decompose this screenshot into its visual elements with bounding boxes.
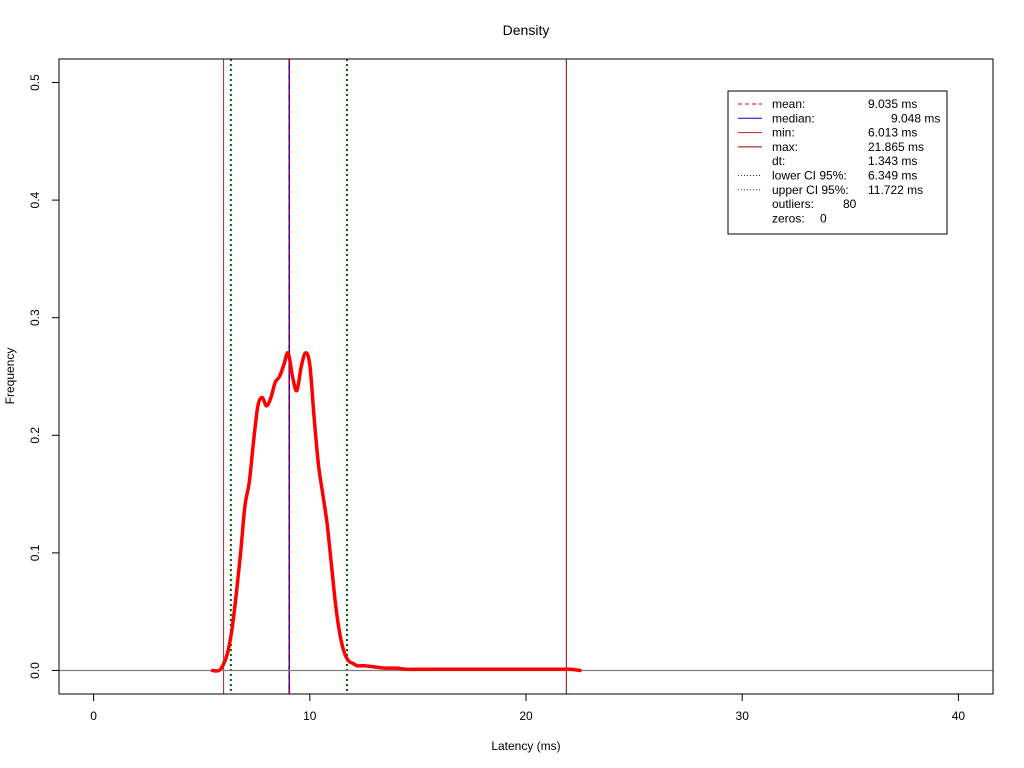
legend-item-max: max: 21.865 ms: [738, 140, 924, 154]
legend-label: lower CI 95%:: [772, 169, 847, 183]
y-tick-label: 0.2: [28, 427, 42, 444]
y-axis: 0.0 0.1 0.2 0.3 0.4 0.5: [28, 74, 60, 679]
y-tick-label: 0.5: [28, 74, 42, 91]
x-tick-label: 40: [952, 709, 966, 723]
y-tick-label: 0.1: [28, 544, 42, 561]
legend-label: min:: [772, 126, 795, 140]
legend-item-mean: mean: 9.035 ms: [738, 97, 917, 111]
legend: mean: 9.035 ms median: 9.048 ms min: 6.013 ms…: [727, 90, 948, 235]
x-tick-label: 0: [90, 709, 97, 723]
legend-item-dt: dt: 1.343 ms: [772, 154, 917, 168]
x-tick-label: 30: [736, 709, 750, 723]
legend-label: median:: [772, 111, 815, 125]
legend-label: mean:: [772, 97, 805, 111]
legend-value: 9.048 ms: [891, 111, 940, 125]
density-curve: [210, 351, 582, 673]
legend-item-upper-ci: upper CI 95%: 11.722 ms: [738, 183, 923, 197]
legend-value: 6.013 ms: [868, 126, 917, 140]
legend-value: 6.349 ms: [868, 169, 917, 183]
x-tick-label: 10: [303, 709, 317, 723]
y-tick-label: 0.0: [28, 662, 42, 679]
chart-title: Density: [503, 22, 550, 38]
x-axis-label: Latency (ms): [491, 739, 560, 753]
legend-value: 1.343 ms: [868, 154, 917, 168]
y-tick-label: 0.3: [28, 309, 42, 326]
legend-label: max:: [772, 140, 798, 154]
legend-value: 0: [820, 211, 827, 225]
x-tick-label: 20: [519, 709, 533, 723]
reference-lines: [223, 59, 567, 694]
x-axis: 0 10 20 30 40: [90, 693, 966, 723]
legend-label: dt:: [772, 154, 785, 168]
legend-item-median: median: 9.048 ms: [738, 111, 940, 125]
legend-value: 9.035 ms: [868, 97, 917, 111]
legend-item-min: min: 6.013 ms: [738, 126, 917, 140]
density-curve-group: [210, 351, 582, 673]
legend-label: outliers:: [772, 197, 814, 211]
legend-value: 11.722 ms: [868, 183, 923, 197]
y-tick-label: 0.4: [28, 191, 42, 208]
legend-item-outliers: outliers: 80: [772, 197, 857, 211]
legend-value: 21.865 ms: [868, 140, 924, 154]
legend-item-zeros: zeros: 0: [772, 211, 827, 225]
legend-value: 80: [843, 197, 857, 211]
legend-item-lower-ci: lower CI 95%: 6.349 ms: [738, 169, 917, 183]
y-axis-label: Frequency: [3, 348, 17, 405]
legend-label: zeros:: [772, 211, 805, 225]
legend-box: [727, 90, 948, 235]
legend-label: upper CI 95%:: [772, 183, 849, 197]
